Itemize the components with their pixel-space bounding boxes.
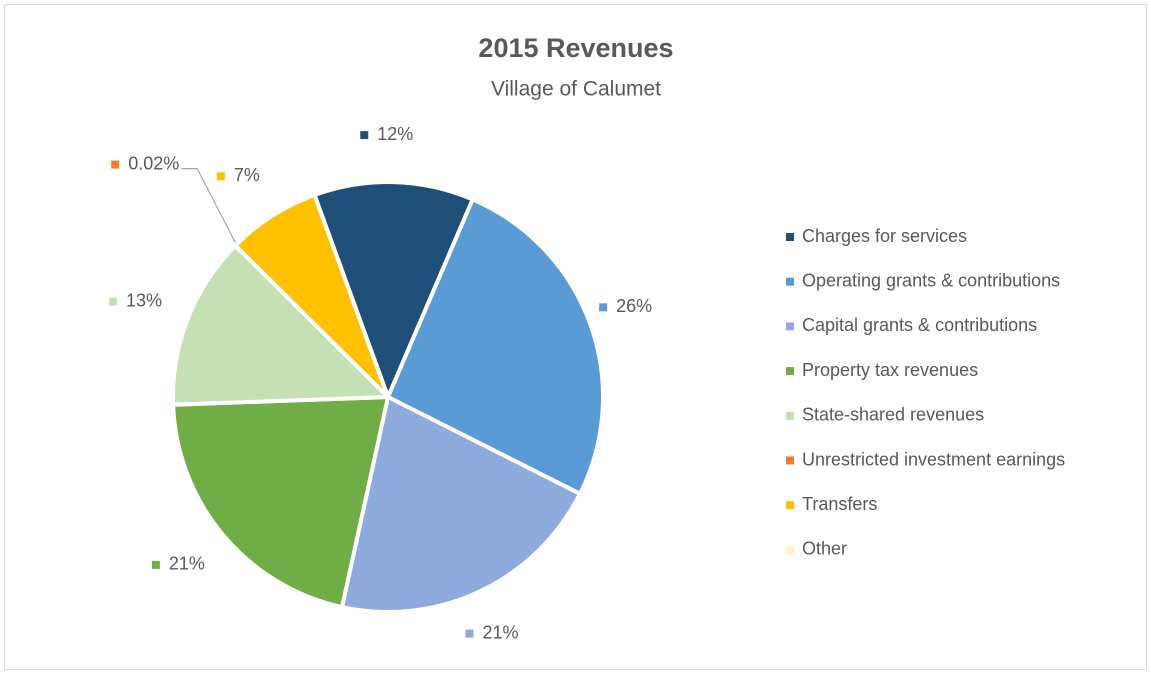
data-label-marker: [599, 303, 608, 312]
data-label: 21%: [169, 554, 205, 574]
legend-marker: [786, 501, 794, 510]
data-label-marker: [216, 172, 225, 181]
legend-label: Charges for services: [802, 226, 967, 246]
pie-slice: [312, 180, 475, 399]
data-label-marker: [360, 131, 369, 140]
data-label: 12%: [377, 124, 413, 144]
legend-label: State-shared revenues: [802, 405, 984, 425]
pie-slice: [171, 395, 390, 610]
data-label-marker: [108, 297, 117, 306]
data-label: 7%: [234, 165, 260, 185]
leader-line: [181, 167, 239, 249]
legend-marker: [786, 411, 794, 420]
legend-marker: [786, 233, 794, 241]
legend-marker: [786, 322, 794, 331]
pie-slice: [339, 395, 582, 614]
legend-label: Other: [802, 539, 847, 559]
legend-marker: [786, 456, 794, 465]
legend-label: Capital grants & contributions: [802, 315, 1037, 335]
legend-label: Property tax revenues: [802, 360, 978, 380]
data-label-marker: [151, 560, 160, 569]
data-label-marker: [465, 629, 474, 638]
legend-label: Transfers: [802, 494, 877, 514]
data-label: 0.02%: [128, 153, 179, 173]
data-label: 26%: [616, 296, 652, 316]
pie-slice: [386, 197, 605, 496]
legend-label: Unrestricted investment earnings: [802, 449, 1065, 469]
data-label-marker: [111, 160, 120, 169]
legend-marker: [786, 545, 794, 554]
legend-label: Operating grants & contributions: [802, 270, 1060, 290]
chart-title: 2015 Revenues: [478, 33, 673, 63]
data-label: 13%: [126, 290, 162, 310]
data-label: 21%: [483, 622, 519, 642]
chart-subtitle: Village of Calumet: [491, 78, 661, 101]
pie-slice: [312, 192, 390, 399]
legend-marker: [786, 367, 794, 376]
legend-marker: [786, 277, 794, 286]
pie-slice: [171, 243, 390, 407]
